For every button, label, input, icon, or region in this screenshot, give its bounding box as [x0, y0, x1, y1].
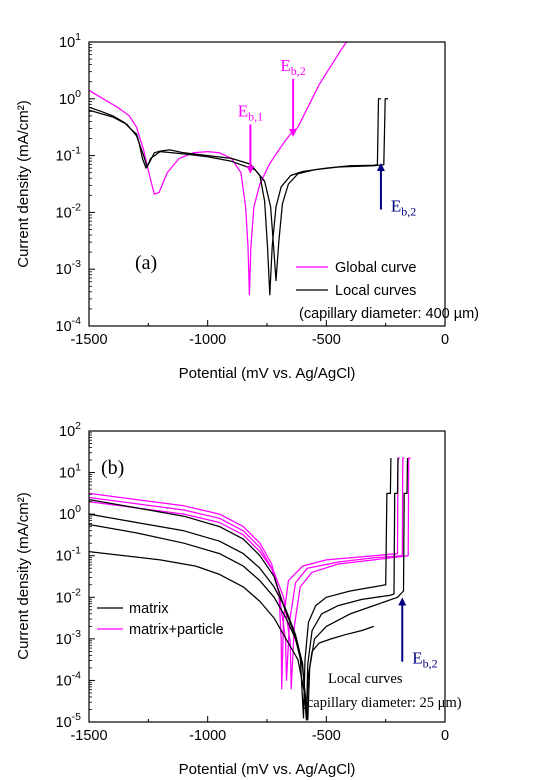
panel-b-legend-label-1: matrix+particle [129, 622, 224, 638]
panel-b-x-tick-label-0: -1500 [70, 728, 107, 744]
panel-b-y-tick-label-6: 10-4 [56, 669, 82, 689]
panel-b-y-tick-label-4: 10-2 [56, 586, 82, 606]
panel-b-label: (b) [101, 457, 124, 479]
panel-a-series-line-2 [88, 98, 388, 282]
chart-panel-a: -1500 -1000 -500 0 101 100 10-1 10-2 10-3 10-4 Po… [15, 31, 479, 382]
panel-a-ticks-group: -1500 -1000 -500 0 101 100 10-1 10-2 10-3 10-4 [56, 31, 450, 348]
panel-a-label: (a) [135, 252, 157, 274]
panel-b-x-tick-label-3: 0 [441, 728, 449, 744]
panel-b-legend: matrix matrix+particle [97, 601, 224, 638]
panel-b-series-line-1 [88, 457, 405, 682]
panel-a-y-tick-label-5: 10-4 [56, 315, 82, 335]
panel-a-y-tick-label-1: 100 [59, 88, 81, 108]
panel-a-annotations-group: Eb,1 Eb,2 Eb,2 [238, 56, 417, 219]
panel-b-x-axis-label: Potential (mV vs. Ag/AgCl) [179, 761, 356, 778]
panel-a-x-tick-label-2: -500 [312, 332, 341, 348]
panel-b-series-line-4 [88, 457, 399, 721]
chart-panel-b: -1500 -1000 -500 0 102 101 100 10-1 10-2 10-3 10-4… [15, 420, 462, 778]
panel-b-x-tick-label-1: -1000 [189, 728, 226, 744]
panel-b-text-annotation-0: Local curves [328, 671, 403, 687]
panel-a-breakdown-label-1: Eb,2 [280, 56, 305, 78]
panel-b-x-tick-label-2: -500 [312, 728, 341, 744]
panel-a-legend-label-1: Local curves [335, 283, 416, 299]
panel-a-x-axis-label: Potential (mV vs. Ag/AgCl) [179, 365, 356, 382]
panel-b-legend-label-0: matrix [129, 601, 169, 617]
panel-b-y-tick-label-1: 101 [59, 462, 81, 482]
panel-a-breakdown-label-0: Eb,1 [238, 101, 263, 123]
panel-b-text-annotation-1: (capillary diameter: 25 μm) [302, 695, 462, 711]
panel-a-y-tick-label-4: 10-3 [56, 258, 82, 278]
panel-b-breakdown-label-0: Eb,2 [412, 649, 437, 671]
panel-a-legend: Global curve Local curves (capillary dia… [296, 260, 479, 322]
panel-a-x-tick-label-3: 0 [441, 332, 449, 348]
panel-b-series-group [88, 457, 411, 721]
panel-b-y-tick-label-7: 10-5 [56, 711, 82, 731]
panel-b-series-line-0 [88, 457, 400, 690]
panel-a-axes-frame [88, 41, 446, 327]
panel-a-series-line-0 [88, 41, 348, 296]
panel-b-series-line-2 [88, 457, 411, 690]
panel-a-y-axis-label: Current density (mA/cm²) [15, 100, 32, 268]
panel-b-series-line-3 [88, 457, 392, 719]
panel-b-annotations-group: Eb,2 [398, 597, 438, 671]
panel-b-y-tick-label-5: 10-3 [56, 628, 82, 648]
panel-b-y-tick-label-0: 102 [59, 420, 81, 440]
panel-a-legend-label-0: Global curve [335, 260, 416, 276]
panel-a-breakdown-label-2: Eb,2 [391, 197, 416, 219]
panel-a-y-tick-label-3: 10-2 [56, 201, 82, 221]
panel-a-x-tick-label-0: -1500 [70, 332, 107, 348]
panel-b-y-axis-label: Current density (mA/cm²) [15, 492, 32, 660]
panel-b-y-tick-label-3: 10-1 [56, 545, 82, 565]
panel-b-series-line-5 [88, 457, 409, 721]
panel-a-y-tick-label-2: 10-1 [56, 145, 82, 165]
panel-b-y-tick-label-2: 100 [59, 503, 81, 523]
panel-a-y-tick-label-0: 101 [59, 31, 81, 51]
panel-a-series-group [88, 41, 388, 296]
panel-b-series-line-6 [88, 550, 375, 719]
panel-a-x-tick-label-1: -1000 [189, 332, 226, 348]
panel-b-axes-frame [88, 430, 446, 723]
panel-a-legend-note: (capillary diameter: 400 µm) [299, 306, 479, 322]
